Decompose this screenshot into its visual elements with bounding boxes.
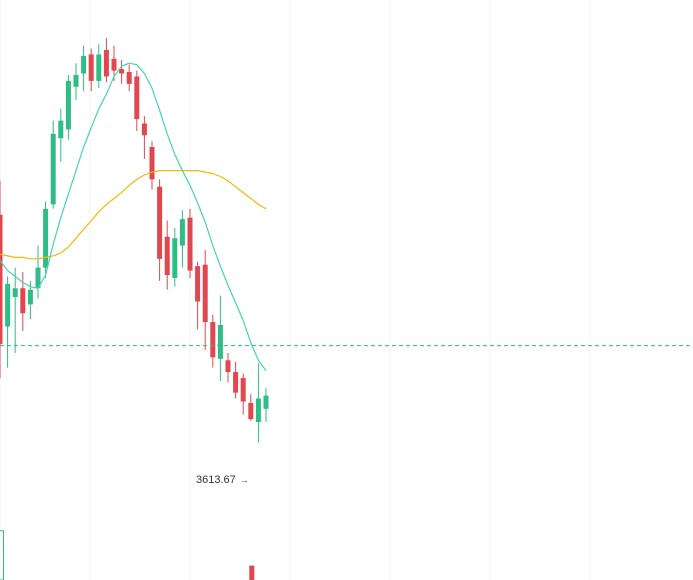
candle-body xyxy=(88,54,94,81)
candle-body xyxy=(187,217,193,271)
candle xyxy=(88,48,94,92)
candle-body xyxy=(73,75,79,87)
candle xyxy=(179,210,185,268)
candle xyxy=(81,45,87,92)
candle-body xyxy=(172,238,178,278)
candle-body xyxy=(65,80,71,130)
candle-body xyxy=(149,147,155,180)
volume-bar xyxy=(0,530,4,580)
candle xyxy=(217,295,223,381)
candle xyxy=(58,108,64,162)
candle-body xyxy=(164,236,170,275)
candle-body xyxy=(179,219,185,246)
candle-body xyxy=(5,283,11,327)
candle xyxy=(12,267,18,353)
arrow-right-icon: → xyxy=(239,475,249,485)
candle-body xyxy=(12,288,18,298)
candle-body xyxy=(119,69,125,74)
candle-body xyxy=(225,360,231,373)
candle-body xyxy=(20,288,26,314)
candle-body xyxy=(210,322,216,358)
candle-body xyxy=(141,123,147,136)
candle-body xyxy=(103,50,109,77)
candle xyxy=(65,75,71,140)
candle-body xyxy=(248,402,254,420)
candle-body xyxy=(43,208,49,268)
volume-bars xyxy=(0,530,255,580)
candle xyxy=(119,60,125,84)
candle-body xyxy=(157,186,163,259)
candle-body xyxy=(195,266,201,302)
candle xyxy=(255,363,261,443)
candle-body xyxy=(96,54,102,81)
candle xyxy=(0,180,3,378)
candle xyxy=(164,220,170,290)
candle-body xyxy=(0,214,3,345)
candle-body xyxy=(202,264,208,323)
candle xyxy=(263,388,269,423)
candle xyxy=(187,208,193,278)
grid-lines xyxy=(0,0,591,580)
candle-body xyxy=(240,377,246,402)
candle-body xyxy=(111,58,117,71)
candle xyxy=(103,38,109,83)
candle xyxy=(248,394,254,421)
candle xyxy=(134,70,140,131)
candle xyxy=(210,314,216,368)
candle-body xyxy=(81,55,87,74)
candle xyxy=(73,63,79,100)
candle xyxy=(225,352,231,383)
candle xyxy=(50,120,56,209)
candle xyxy=(149,141,155,190)
candle xyxy=(202,250,208,350)
candle xyxy=(35,245,41,299)
ma-fast-line xyxy=(0,62,267,371)
candle xyxy=(141,116,147,159)
candle-body xyxy=(126,72,132,84)
candle-body xyxy=(233,372,239,393)
candle-body xyxy=(255,398,261,423)
candle xyxy=(43,201,49,278)
candle xyxy=(240,373,246,415)
candle xyxy=(5,276,11,368)
candles xyxy=(0,38,269,443)
candle-body xyxy=(263,395,269,409)
ma-slow-line xyxy=(0,170,267,260)
candle-body xyxy=(58,120,64,139)
candle-body xyxy=(217,325,223,359)
candle xyxy=(172,227,178,287)
low-price-value: 3613.67 xyxy=(196,474,236,486)
candle xyxy=(195,261,201,330)
candle-body xyxy=(35,267,41,289)
volume-bar xyxy=(249,565,255,580)
candle-body xyxy=(50,133,56,205)
candle-body xyxy=(134,76,140,120)
candle-body xyxy=(27,289,33,305)
low-price-annotation: 3613.67 → xyxy=(196,474,249,486)
candle xyxy=(126,64,132,92)
candle xyxy=(96,44,102,89)
candle xyxy=(233,361,239,399)
candle xyxy=(157,179,163,281)
candle xyxy=(111,45,117,81)
